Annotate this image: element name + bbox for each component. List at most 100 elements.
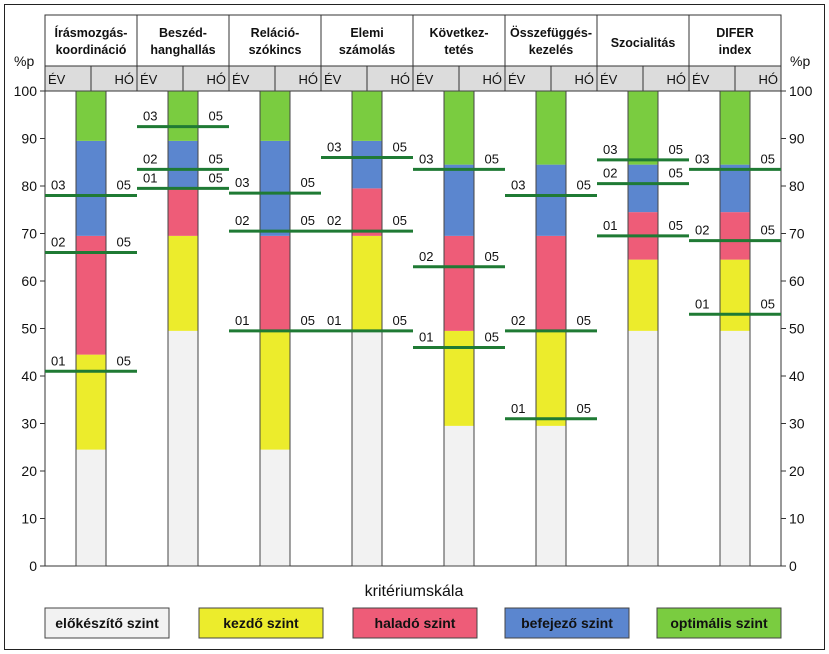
y-tick-label-right: 100 bbox=[789, 83, 813, 99]
bar-segment-2 bbox=[536, 330, 566, 426]
subheader-ho: HÓ bbox=[299, 72, 319, 87]
marker-month-label: 05 bbox=[209, 109, 223, 124]
category-title: Reláció- bbox=[251, 26, 300, 40]
legend-swatch bbox=[656, 607, 782, 639]
marker-year-label: 02 bbox=[327, 213, 341, 228]
marker-year-label: 02 bbox=[235, 213, 249, 228]
marker-month-label: 05 bbox=[393, 213, 407, 228]
marker-month-label: 05 bbox=[485, 330, 499, 345]
bar-segment-3 bbox=[352, 188, 382, 236]
marker-month-label: 05 bbox=[577, 313, 591, 328]
y-tick-label-left: 90 bbox=[21, 131, 37, 147]
subheader-ho: HÓ bbox=[759, 72, 779, 87]
y-tick-label-left: 40 bbox=[21, 368, 37, 384]
marker-year-label: 02 bbox=[143, 151, 157, 166]
bar-segment-2 bbox=[444, 330, 474, 426]
marker-year-label: 03 bbox=[235, 175, 249, 190]
legend-label: befejező szint bbox=[521, 615, 613, 631]
category-title: koordináció bbox=[56, 43, 127, 57]
marker-year-label: 01 bbox=[235, 313, 249, 328]
bar-segment-1 bbox=[260, 449, 290, 566]
subheader-ho: HÓ bbox=[575, 72, 595, 87]
marker-month-label: 05 bbox=[209, 151, 223, 166]
y-tick-label-right: 10 bbox=[789, 511, 805, 527]
subheader-ho: HÓ bbox=[115, 72, 135, 87]
bar-outline bbox=[167, 90, 199, 567]
legend-label: haladó szint bbox=[375, 615, 456, 631]
subheader-ho: HÓ bbox=[391, 72, 411, 87]
marker-year-label: 03 bbox=[419, 151, 433, 166]
bar-outline bbox=[259, 90, 291, 567]
marker-year-label: 01 bbox=[419, 330, 433, 345]
bar-segment-2 bbox=[352, 235, 382, 331]
subheader-ev: ÉV bbox=[416, 72, 434, 87]
legend-label: optimális szint bbox=[670, 615, 768, 631]
subheader-ev: ÉV bbox=[140, 72, 158, 87]
bar-segment-4 bbox=[352, 140, 382, 189]
subheader-ev: ÉV bbox=[600, 72, 618, 87]
y-unit-right: %p bbox=[790, 53, 810, 69]
marker-month-label: 05 bbox=[393, 313, 407, 328]
bar-segment-1 bbox=[628, 330, 658, 566]
marker-month-label: 05 bbox=[669, 218, 683, 233]
bar-segment-2 bbox=[260, 330, 290, 450]
legend-swatch bbox=[504, 607, 630, 639]
bar-outline bbox=[627, 90, 659, 567]
subheader-ev: ÉV bbox=[508, 72, 526, 87]
marker-month-label: 05 bbox=[577, 178, 591, 193]
category-title: index bbox=[719, 43, 752, 57]
category-title: kezelés bbox=[529, 43, 574, 57]
marker-year-label: 02 bbox=[511, 313, 525, 328]
marker-month-label: 05 bbox=[669, 142, 683, 157]
bar-segment-3 bbox=[76, 235, 106, 355]
category-title: Következ- bbox=[429, 26, 488, 40]
bar-segment-4 bbox=[536, 164, 566, 236]
marker-year-label: 01 bbox=[695, 296, 709, 311]
marker-year-label: 03 bbox=[143, 109, 157, 124]
category-title: Összefüggés- bbox=[510, 25, 592, 40]
subheader-ho: HÓ bbox=[207, 72, 227, 87]
marker-month-label: 05 bbox=[393, 140, 407, 155]
bar-segment-5 bbox=[444, 91, 474, 165]
y-tick-label-right: 50 bbox=[789, 321, 805, 337]
marker-year-label: 02 bbox=[51, 235, 65, 250]
y-tick-label-left: 10 bbox=[21, 511, 37, 527]
y-tick-label-left: 0 bbox=[29, 558, 37, 574]
bar-outline bbox=[443, 90, 475, 567]
y-tick-label-right: 30 bbox=[789, 416, 805, 432]
bar-segment-5 bbox=[352, 91, 382, 141]
bar-segment-5 bbox=[260, 91, 290, 141]
marker-year-label: 02 bbox=[695, 223, 709, 238]
marker-month-label: 05 bbox=[117, 178, 131, 193]
marker-year-label: 03 bbox=[603, 142, 617, 157]
y-tick-label-left: 70 bbox=[21, 226, 37, 242]
bar-segment-2 bbox=[628, 259, 658, 331]
bar-segment-3 bbox=[260, 235, 290, 331]
y-tick-label-right: 0 bbox=[789, 558, 797, 574]
category-title: tetés bbox=[444, 43, 473, 57]
subheader-ev: ÉV bbox=[692, 72, 710, 87]
bar-segment-5 bbox=[168, 91, 198, 141]
marker-year-label: 01 bbox=[511, 401, 525, 416]
y-tick-label-left: 50 bbox=[21, 321, 37, 337]
bar-segment-5 bbox=[76, 91, 106, 141]
marker-month-label: 05 bbox=[761, 296, 775, 311]
y-tick-label-right: 60 bbox=[789, 273, 805, 289]
bar-segment-4 bbox=[76, 140, 106, 236]
category-title: Írásmozgás- bbox=[55, 25, 128, 40]
category-title: Elemi bbox=[350, 26, 383, 40]
subheader-ho: HÓ bbox=[483, 72, 503, 87]
y-tick-label-left: 20 bbox=[21, 463, 37, 479]
marker-year-label: 03 bbox=[327, 140, 341, 155]
bar-segment-1 bbox=[720, 330, 750, 566]
bar-segment-5 bbox=[628, 91, 658, 165]
bar-segment-3 bbox=[536, 235, 566, 331]
bar-segment-5 bbox=[720, 91, 750, 165]
bar-segment-2 bbox=[720, 259, 750, 331]
marker-year-label: 01 bbox=[603, 218, 617, 233]
marker-year-label: 02 bbox=[419, 249, 433, 264]
y-tick-label-left: 100 bbox=[14, 83, 38, 99]
marker-month-label: 05 bbox=[485, 151, 499, 166]
category-title: számolás bbox=[339, 43, 395, 57]
